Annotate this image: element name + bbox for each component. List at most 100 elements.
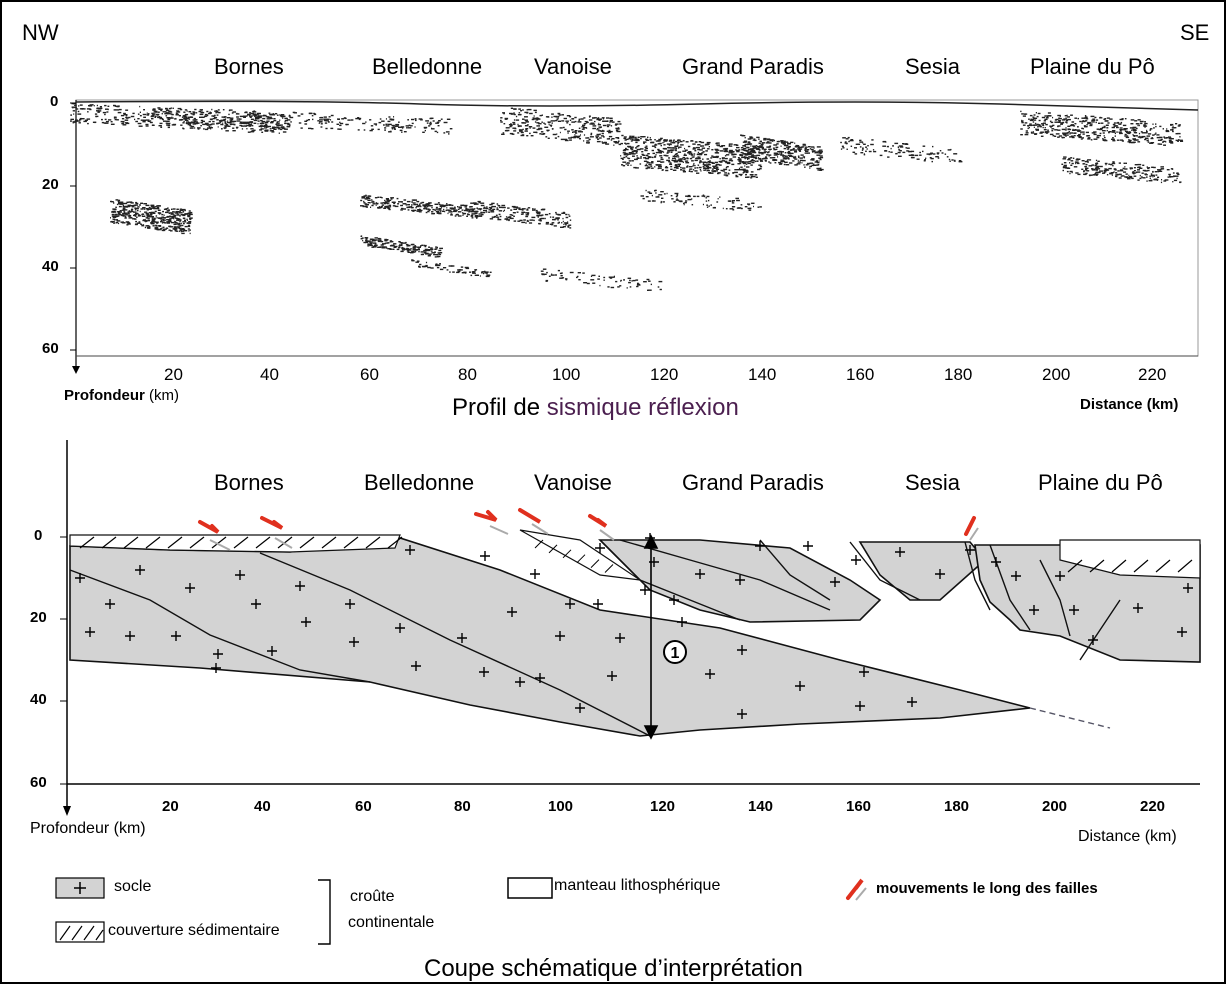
seismic-speckle [1133, 167, 1136, 169]
seismic-speckle [802, 156, 806, 158]
seismic-speckle [447, 212, 449, 215]
seismic-speckle [1176, 177, 1178, 180]
seismic-speckle [1081, 120, 1086, 123]
seismic-speckle [411, 118, 415, 121]
seismic-speckle [271, 114, 276, 116]
seismic-speckle [511, 133, 515, 135]
seismic-speckle [557, 120, 561, 122]
seismic-speckle [121, 209, 125, 211]
seismic-speckle [775, 146, 779, 148]
seismic-speckle [1139, 120, 1144, 123]
seismic-speckle [381, 197, 383, 199]
seismic-speckle [1126, 131, 1129, 134]
seismic-speckle [1162, 128, 1164, 130]
socle-cross [267, 646, 277, 656]
seismic-speckle [1037, 112, 1041, 115]
seismic-speckle [153, 109, 155, 111]
seismic-speckle [454, 215, 457, 217]
seismic-speckle [141, 213, 145, 215]
seismic-speckle [151, 218, 156, 221]
seismic-speckle [113, 116, 117, 118]
seismic-speckle [677, 141, 680, 143]
seismic-speckle [778, 163, 782, 165]
seismic-speckle [651, 200, 656, 202]
seismic-speckle [715, 166, 719, 168]
seismic-speckle [1113, 122, 1116, 124]
seismic-speckle [663, 144, 666, 146]
seismic-speckle [936, 152, 940, 154]
seismic-speckle [219, 121, 222, 123]
seismic-speckle [659, 155, 663, 157]
socle-cross [669, 595, 679, 605]
seismic-speckle [188, 122, 190, 124]
seismic-speckle [362, 122, 366, 125]
seismic-speckle [1098, 122, 1101, 124]
seismic-speckle [724, 147, 729, 150]
seismic-speckle [210, 112, 212, 114]
seismic-speckle [1111, 162, 1116, 165]
seismic-speckle [501, 204, 506, 207]
seismic-speckle [196, 121, 198, 123]
seismic-speckle [731, 202, 735, 204]
seismic-speckle [740, 154, 743, 156]
seismic-speckle [463, 212, 465, 215]
seismic-speckle [160, 108, 163, 110]
seismic-speckle [171, 217, 175, 219]
seismic-speckle [949, 160, 951, 162]
seismic-x-tick-80: 80 [458, 365, 477, 384]
seismic-speckle [702, 163, 705, 166]
seismic-speckle [1121, 140, 1124, 142]
seismic-speckle [1070, 124, 1075, 126]
seismic-speckle [525, 120, 529, 122]
seismic-speckle [586, 140, 590, 142]
seismic-speckle [1119, 118, 1124, 121]
seismic-speckle [703, 169, 706, 171]
seismic-speckle [503, 112, 505, 115]
seismic-speckle [1082, 133, 1085, 135]
seismic-speckle [1136, 171, 1141, 173]
seismic-speckle [1076, 135, 1081, 137]
seismic-speckle [1114, 125, 1116, 127]
seismic-speckle [422, 265, 426, 268]
seismic-depth-label-bold: Profondeur [64, 387, 145, 404]
seismic-speckle [420, 119, 423, 121]
seismic-speckle [421, 201, 425, 204]
seismic-speckle [402, 208, 406, 210]
seismic-speckle [536, 213, 540, 215]
seismic-speckle [623, 153, 626, 156]
seismic-speckle [268, 125, 271, 128]
seismic-speckle [745, 173, 747, 176]
seismic-speckle [231, 121, 235, 123]
seismic-speckle [1046, 131, 1050, 133]
region-label-plaine-du-po-bottom: Plaine du Pô [1038, 470, 1163, 495]
seismic-speckle [744, 206, 748, 208]
seismic-speckle [533, 115, 535, 117]
seismic-speckle [725, 166, 728, 169]
seismic-speckle [650, 167, 654, 169]
seismic-speckle [168, 107, 172, 110]
seismic-speckle [158, 213, 161, 215]
seismic-speckle [308, 127, 312, 130]
seismic-speckle [449, 128, 453, 130]
seismic-speckle [145, 220, 147, 223]
seismic-speckle [1063, 156, 1067, 158]
seismic-speckle [491, 202, 495, 205]
seismic-speckle [740, 207, 743, 210]
seismic-speckle [1135, 123, 1140, 125]
seismic-speckle [740, 151, 743, 154]
seismic-speckle [102, 111, 107, 114]
seismic-speckle [702, 165, 705, 168]
seismic-speckle [128, 210, 130, 212]
seismic-speckle [738, 173, 743, 176]
socle-cross [991, 557, 1001, 567]
seismic-speckle [144, 208, 146, 210]
socle-cross [1011, 571, 1021, 581]
seismic-speckle [407, 127, 412, 129]
seismic-speckle [801, 162, 803, 164]
seismic-speckle [1084, 115, 1087, 117]
seismic-speckle [1028, 118, 1030, 120]
seismic-speckle [1133, 175, 1137, 177]
seismic-speckle [264, 129, 269, 131]
seismic-speckle [628, 160, 632, 162]
seismic-speckle [1057, 129, 1061, 131]
